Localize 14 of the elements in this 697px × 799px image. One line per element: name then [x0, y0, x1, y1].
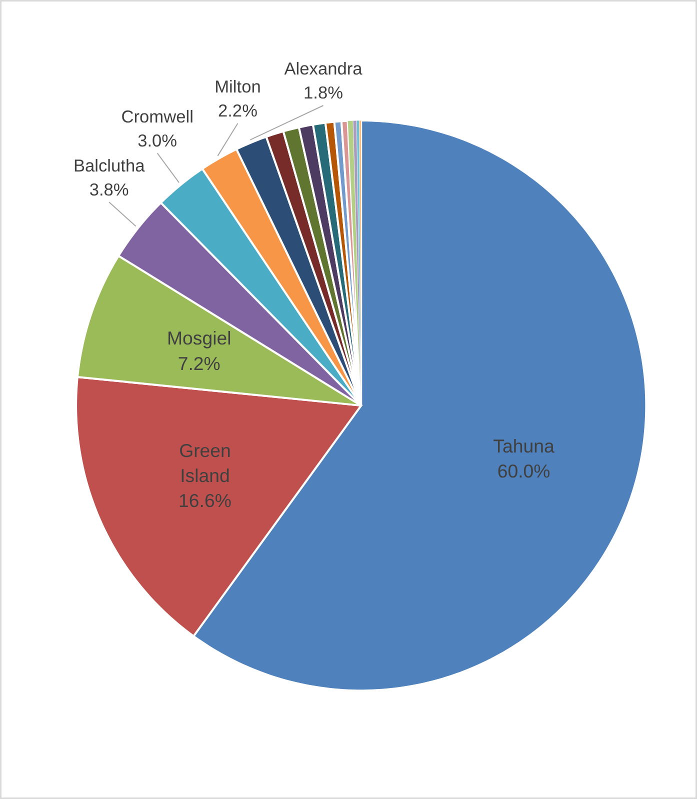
slice-label: Balclutha: [73, 155, 146, 176]
slice-label: Milton: [214, 76, 261, 97]
data-label: 3.8%: [89, 179, 129, 200]
slice-label: Green Island: [179, 440, 231, 486]
data-label: 1.8%: [304, 82, 344, 103]
data-label: 3.0%: [138, 130, 178, 150]
slice-label: Tahuna: [493, 435, 556, 456]
data-label: 16.6%: [178, 490, 232, 512]
slice-label: Cromwell: [121, 106, 194, 126]
slice-label: Mosgiel: [166, 328, 232, 349]
data-label: 7.2%: [178, 352, 220, 374]
data-label: 2.2%: [218, 100, 258, 121]
slice-label: Alexandra: [284, 58, 363, 79]
data-label: 60.0%: [497, 460, 550, 482]
